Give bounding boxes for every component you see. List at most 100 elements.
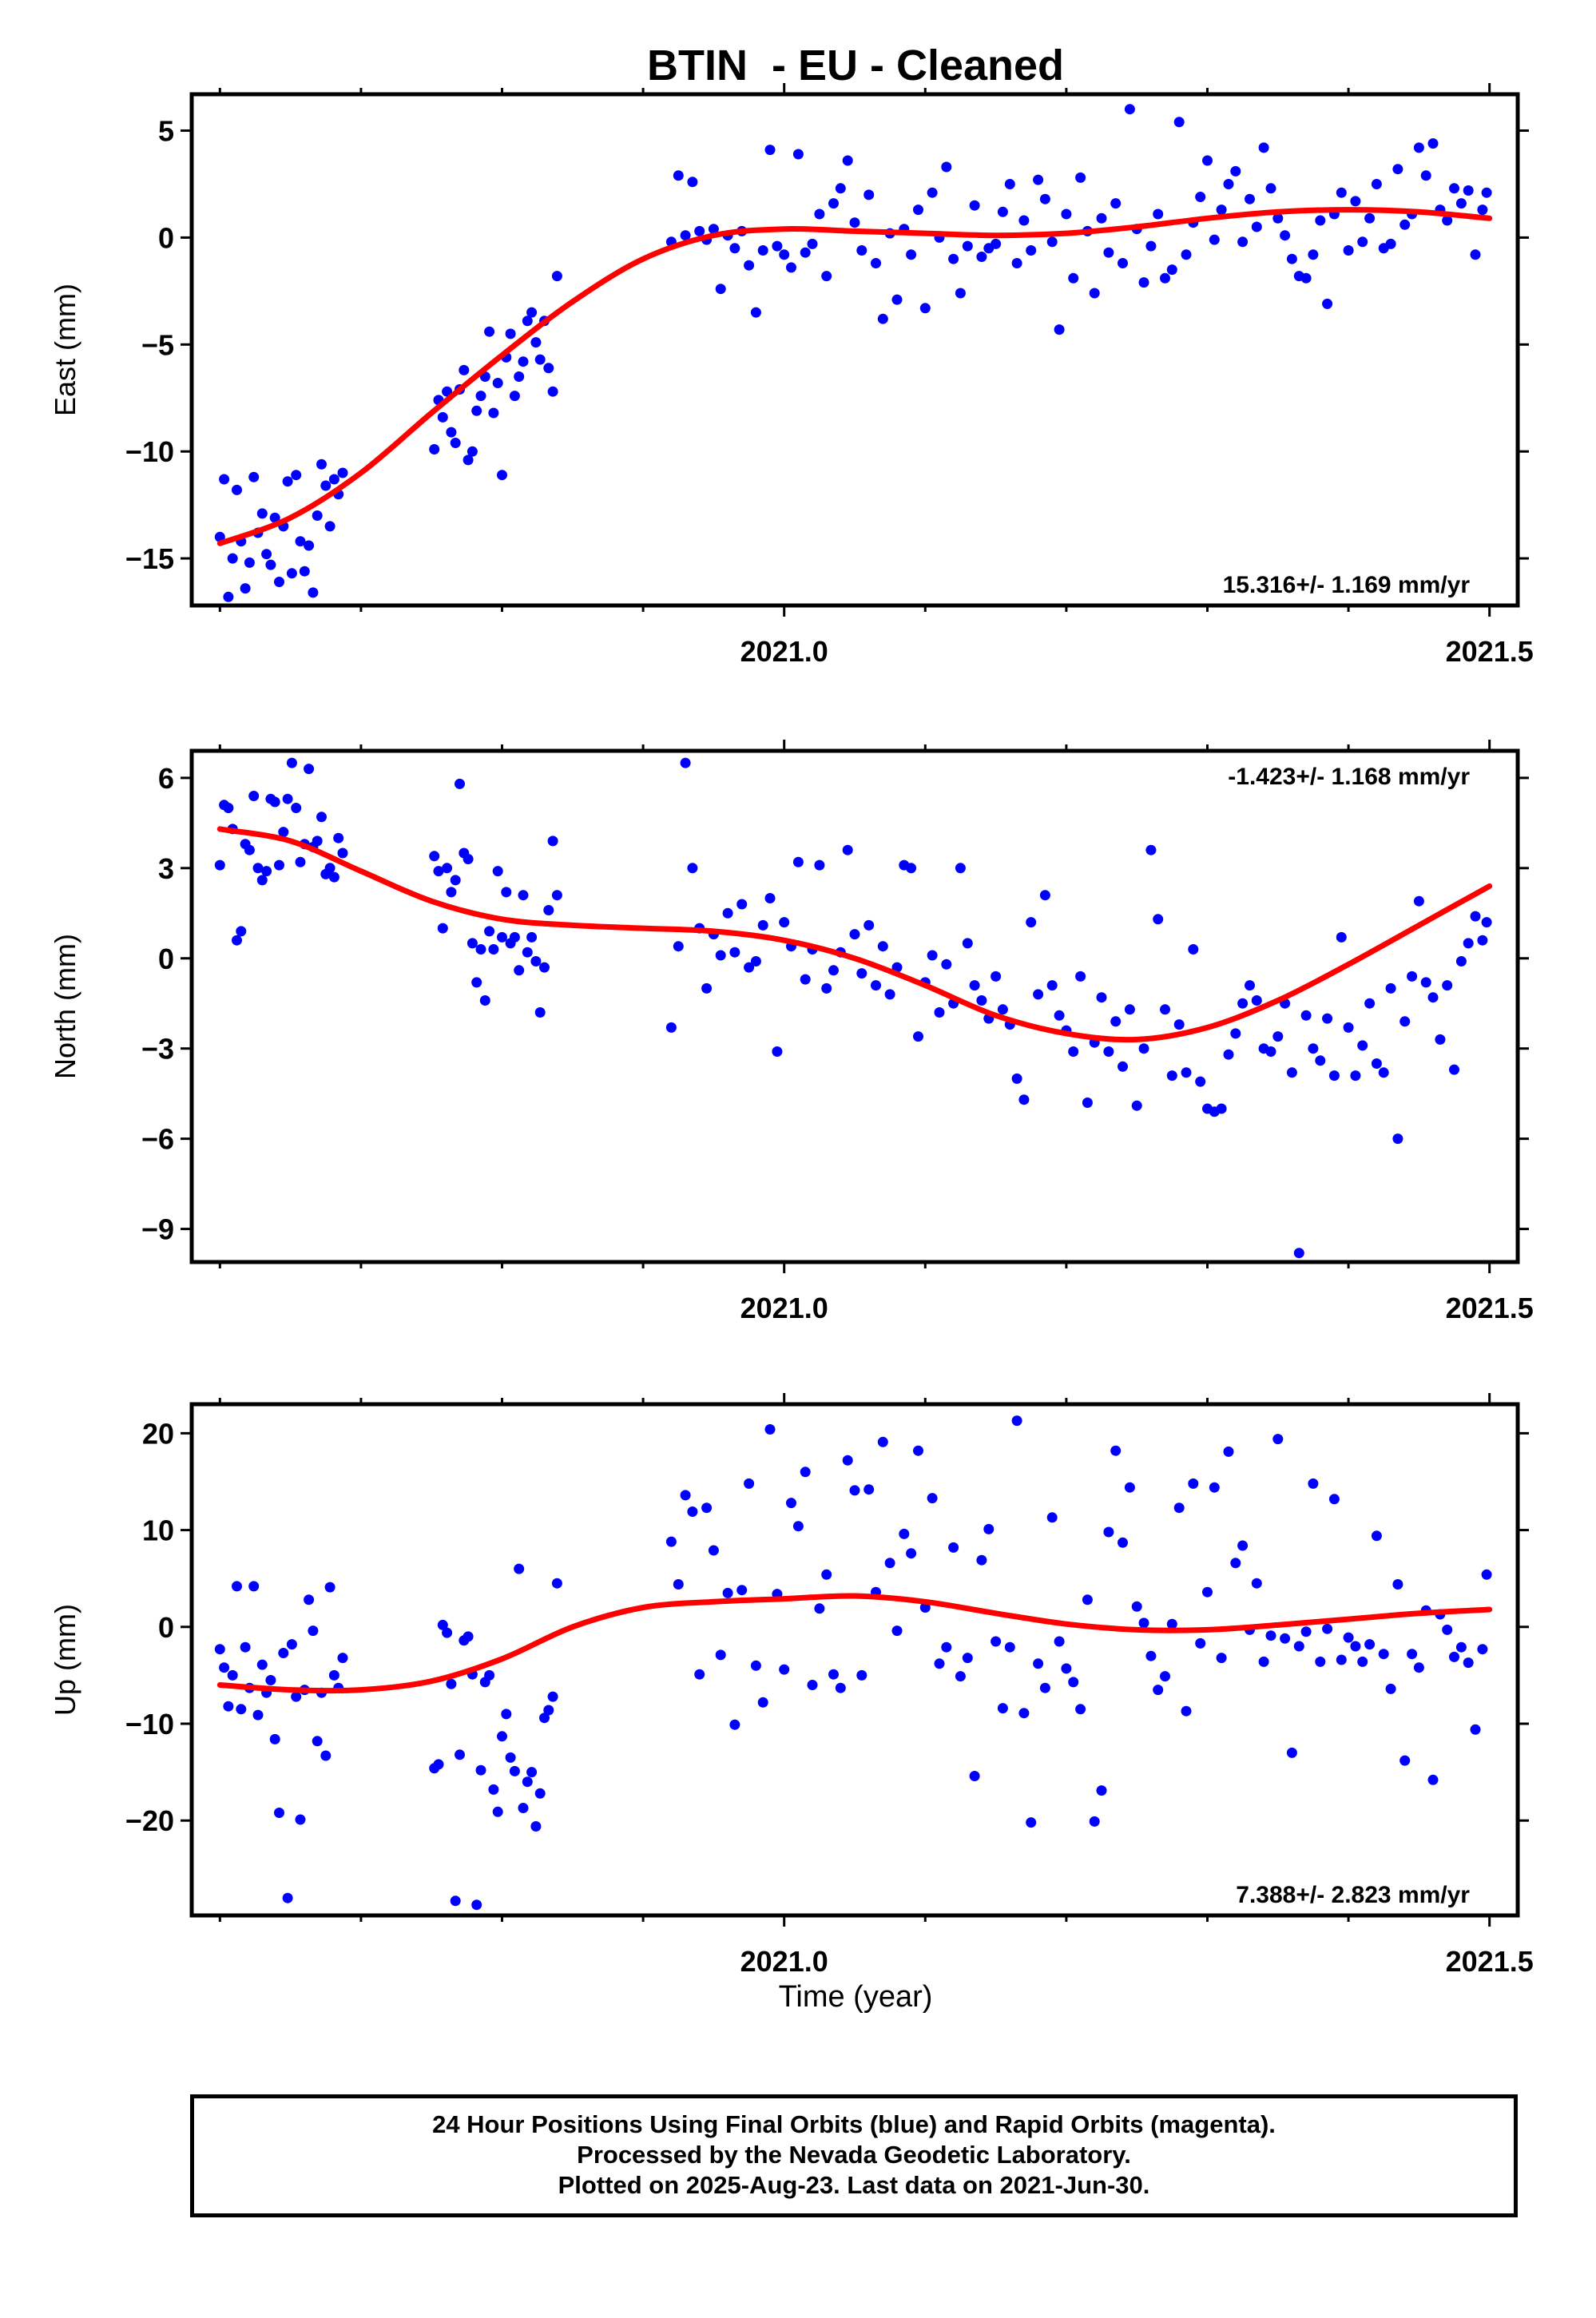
east-ytick-label: −10 (125, 435, 174, 468)
up-data-point (779, 1664, 790, 1675)
east-data-point (821, 271, 832, 282)
north-data-point (969, 980, 980, 991)
east-data-point (772, 240, 783, 252)
east-data-point (466, 446, 478, 457)
up-data-point (1293, 1641, 1304, 1652)
up-y-axis-label: Up (mm) (49, 1604, 81, 1716)
up-data-point (891, 1625, 903, 1637)
east-data-point (551, 271, 562, 282)
north-data-point (1286, 1067, 1297, 1078)
east-data-point (948, 253, 959, 264)
east-data-point (308, 587, 319, 598)
up-data-point (324, 1582, 335, 1593)
east-data-point (891, 294, 903, 305)
north-data-point (328, 871, 339, 883)
up-data-point (1300, 1626, 1312, 1637)
north-ytick-label: −3 (141, 1033, 174, 1066)
up-data-point (1392, 1579, 1403, 1590)
north-data-point (779, 917, 790, 928)
east-data-point (227, 553, 238, 564)
up-data-point (1427, 1774, 1439, 1785)
north-data-point (849, 929, 860, 940)
up-data-point (1018, 1708, 1030, 1719)
panel-north: 6 3 0 −3 −6 −9 2021.0 2021.5 North (mm) -1.423+/-… (49, 740, 1534, 1324)
east-data-point (807, 238, 818, 249)
up-data-point (1209, 1482, 1220, 1493)
up-ytick-label: −10 (125, 1708, 174, 1740)
east-data-point (927, 187, 938, 198)
up-data-point (1455, 1641, 1467, 1653)
north-data-point (955, 863, 966, 874)
up-data-point (1378, 1649, 1389, 1660)
north-fit-line (216, 826, 1493, 1043)
up-data-point (1357, 1656, 1368, 1667)
north-data-point (304, 764, 315, 775)
east-data-point (304, 540, 315, 551)
east-data-point (522, 316, 533, 327)
north-data-point (1216, 1103, 1227, 1114)
north-data-point (871, 980, 881, 991)
north-data-point (1251, 995, 1262, 1006)
up-data-point (1096, 1785, 1107, 1796)
up-data-point (450, 1895, 461, 1907)
east-data-point (792, 149, 804, 160)
north-data-point (466, 938, 478, 949)
east-data-point (1315, 215, 1326, 226)
north-data-point (1392, 1133, 1403, 1145)
up-data-point (1322, 1623, 1333, 1634)
up-data-point (214, 1644, 225, 1655)
up-data-point (1181, 1705, 1192, 1717)
north-data-point (522, 947, 533, 958)
east-data-point (429, 444, 440, 454)
north-data-point (1315, 1055, 1326, 1066)
footer-line-1: 24 Hour Positions Using Final Orbits (bl… (432, 2110, 1276, 2138)
east-data-point (757, 245, 768, 256)
east-data-point (1230, 165, 1241, 177)
north-data-point (1075, 970, 1086, 982)
north-data-point (316, 812, 327, 823)
east-data-point (248, 471, 260, 482)
east-data-point (708, 224, 719, 235)
east-rate-label: 15.316+/- 1.169 mm/yr (1223, 572, 1471, 598)
east-data-point (835, 183, 846, 194)
north-data-point (687, 863, 698, 874)
east-data-point (497, 470, 507, 481)
up-data-point (906, 1548, 917, 1559)
up-data-point (899, 1528, 910, 1539)
up-data-point (1026, 1817, 1037, 1828)
up-data-point (1251, 1578, 1262, 1589)
up-data-point (722, 1587, 733, 1598)
east-data-point (316, 458, 327, 470)
north-data-point (722, 907, 733, 919)
east-data-point (1258, 142, 1269, 153)
east-data-point (715, 284, 726, 295)
east-data-point (744, 260, 755, 271)
east-data-point (941, 161, 952, 173)
up-data-point (969, 1771, 980, 1781)
up-xtick-label: 2021.0 (740, 1945, 828, 1978)
east-data-point (694, 225, 705, 236)
up-data-point (295, 1814, 306, 1825)
east-data-point (1181, 249, 1192, 260)
north-data-point (274, 859, 284, 871)
east-data-point (877, 313, 888, 324)
east-data-point (543, 363, 554, 374)
north-data-point (744, 962, 755, 973)
east-data-point (265, 559, 276, 570)
north-data-point (252, 863, 264, 874)
north-data-point (772, 1046, 783, 1057)
north-data-point (1138, 1043, 1149, 1054)
north-data-point (223, 803, 234, 813)
up-data-point (1004, 1641, 1015, 1653)
east-data-point (1018, 215, 1030, 226)
north-data-point (1026, 917, 1037, 928)
north-ytick-label: 6 (158, 762, 174, 795)
north-data-point (1096, 992, 1107, 1003)
north-data-point (1166, 1070, 1177, 1082)
up-data-point (1280, 1633, 1291, 1644)
east-data-point (1004, 179, 1015, 189)
east-data-point (1336, 187, 1347, 198)
east-data-point (463, 454, 474, 466)
north-y-axis-label: North (mm) (49, 934, 81, 1079)
up-data-point (1188, 1478, 1199, 1489)
